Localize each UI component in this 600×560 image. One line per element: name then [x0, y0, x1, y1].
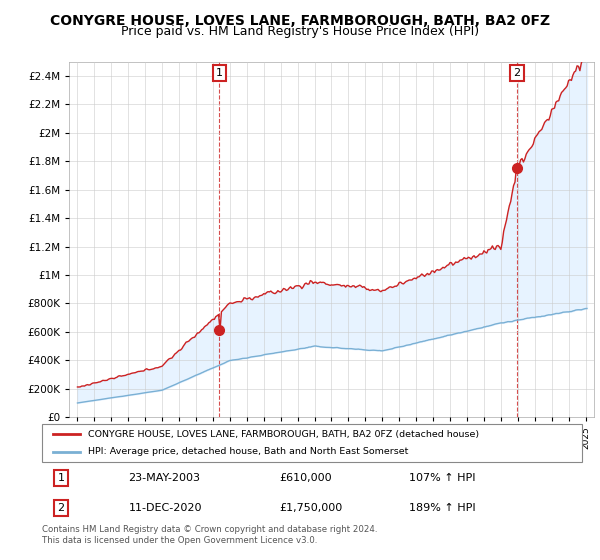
Text: 1: 1 — [58, 473, 64, 483]
Text: 2: 2 — [58, 503, 64, 513]
Text: 107% ↑ HPI: 107% ↑ HPI — [409, 473, 476, 483]
Text: 189% ↑ HPI: 189% ↑ HPI — [409, 503, 476, 513]
Text: 11-DEC-2020: 11-DEC-2020 — [128, 503, 202, 513]
Text: Price paid vs. HM Land Registry's House Price Index (HPI): Price paid vs. HM Land Registry's House … — [121, 25, 479, 38]
FancyBboxPatch shape — [42, 424, 582, 462]
Text: 23-MAY-2003: 23-MAY-2003 — [128, 473, 200, 483]
Text: £1,750,000: £1,750,000 — [280, 503, 343, 513]
Text: CONYGRE HOUSE, LOVES LANE, FARMBOROUGH, BATH, BA2 0FZ: CONYGRE HOUSE, LOVES LANE, FARMBOROUGH, … — [50, 14, 550, 28]
Text: 1: 1 — [216, 68, 223, 78]
Text: CONYGRE HOUSE, LOVES LANE, FARMBOROUGH, BATH, BA2 0FZ (detached house): CONYGRE HOUSE, LOVES LANE, FARMBOROUGH, … — [88, 430, 479, 438]
Text: HPI: Average price, detached house, Bath and North East Somerset: HPI: Average price, detached house, Bath… — [88, 447, 408, 456]
Text: 2: 2 — [514, 68, 521, 78]
Text: Contains HM Land Registry data © Crown copyright and database right 2024.
This d: Contains HM Land Registry data © Crown c… — [42, 525, 377, 545]
Text: £610,000: £610,000 — [280, 473, 332, 483]
